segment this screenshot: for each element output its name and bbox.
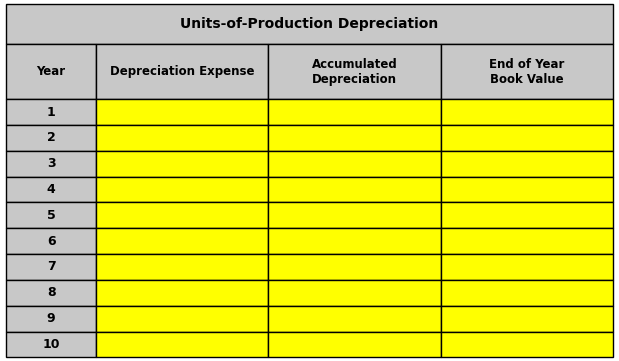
Bar: [441, 331, 613, 357]
Bar: [441, 203, 613, 228]
Bar: [6, 203, 96, 228]
Bar: [6, 125, 96, 151]
Bar: [268, 177, 441, 203]
Text: 2: 2: [46, 131, 56, 144]
Bar: [96, 331, 268, 357]
Text: Units-of-Production Depreciation: Units-of-Production Depreciation: [180, 17, 439, 31]
Bar: [441, 306, 613, 331]
Bar: [441, 151, 613, 177]
Bar: [6, 44, 96, 99]
Bar: [96, 125, 268, 151]
Bar: [6, 280, 96, 306]
Bar: [441, 99, 613, 125]
Bar: [441, 44, 613, 99]
Bar: [6, 151, 96, 177]
Bar: [6, 177, 96, 203]
Bar: [6, 99, 96, 125]
Bar: [268, 203, 441, 228]
Bar: [268, 331, 441, 357]
Bar: [96, 177, 268, 203]
Text: 8: 8: [47, 286, 55, 299]
Text: End of Year
Book Value: End of Year Book Value: [489, 58, 565, 86]
Text: 3: 3: [47, 157, 55, 170]
Text: 6: 6: [47, 235, 55, 248]
Text: Depreciation Expense: Depreciation Expense: [110, 65, 254, 78]
Text: 1: 1: [46, 105, 56, 118]
Bar: [6, 254, 96, 280]
Text: Accumulated
Depreciation: Accumulated Depreciation: [311, 58, 397, 86]
Bar: [96, 280, 268, 306]
Bar: [96, 99, 268, 125]
Text: Year: Year: [37, 65, 66, 78]
Bar: [96, 151, 268, 177]
Bar: [96, 254, 268, 280]
Bar: [96, 203, 268, 228]
Bar: [96, 306, 268, 331]
Bar: [268, 151, 441, 177]
Text: 10: 10: [42, 338, 60, 351]
Bar: [268, 254, 441, 280]
Bar: [441, 125, 613, 151]
Bar: [268, 99, 441, 125]
Bar: [268, 280, 441, 306]
Bar: [441, 254, 613, 280]
Bar: [96, 228, 268, 254]
Bar: [96, 44, 268, 99]
Bar: [268, 306, 441, 331]
Bar: [6, 331, 96, 357]
Text: 7: 7: [46, 261, 56, 274]
Bar: [268, 125, 441, 151]
Bar: [441, 280, 613, 306]
Bar: [6, 306, 96, 331]
Text: 9: 9: [47, 312, 55, 325]
Text: 4: 4: [46, 183, 56, 196]
Bar: [268, 228, 441, 254]
Bar: [268, 44, 441, 99]
Bar: [441, 228, 613, 254]
Text: 5: 5: [46, 209, 56, 222]
Bar: [6, 4, 613, 44]
Bar: [441, 177, 613, 203]
Bar: [6, 228, 96, 254]
